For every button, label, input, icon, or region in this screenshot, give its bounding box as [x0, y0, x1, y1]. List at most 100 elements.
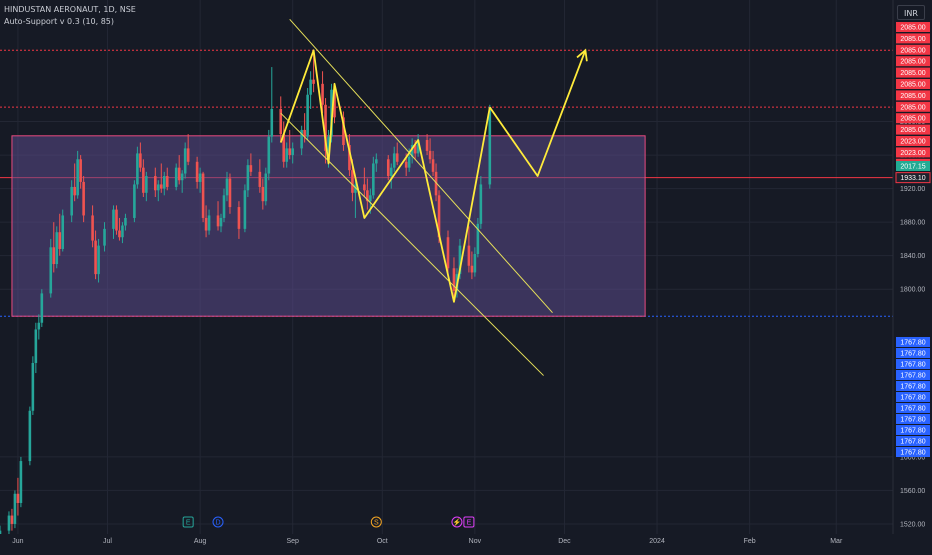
news-marker[interactable]: ⚡ [451, 516, 463, 528]
candle [282, 121, 286, 168]
candle-body [264, 173, 268, 202]
support-price-label[interactable]: 1767.80 [896, 392, 930, 402]
current-price-label[interactable]: 2017.15 [896, 161, 930, 171]
candle-body [159, 184, 163, 189]
candle-body [183, 148, 187, 174]
candle-body [70, 186, 73, 216]
earnings-marker[interactable]: E [182, 516, 194, 528]
candle-body [115, 209, 118, 231]
time-axis[interactable]: Jun Jul Aug Sep Oct Nov Dec 2024 Feb Mar [0, 534, 932, 550]
dividend-marker[interactable]: D [212, 516, 224, 528]
candle-body [363, 184, 366, 191]
candle-body [219, 217, 223, 227]
price-badge-text: 1767.80 [900, 439, 925, 446]
candle [476, 217, 480, 258]
resistance-price-label[interactable]: 2085.00 [896, 56, 930, 67]
price-badge-text: 2085.00 [900, 59, 925, 66]
resistance-price-label[interactable]: 2085.00 [896, 113, 930, 124]
resistance-price-label[interactable]: 2023.00 [896, 147, 930, 158]
candle-body [303, 129, 306, 137]
earnings-marker[interactable]: E [463, 516, 475, 528]
support-price-label[interactable]: 1767.80 [896, 370, 930, 380]
support-price-label[interactable]: 1767.80 [896, 359, 930, 369]
price-badge-text: 1767.80 [900, 406, 925, 413]
resistance-price-label[interactable]: 2085.00 [896, 44, 930, 55]
candle [19, 456, 23, 508]
candle [115, 205, 118, 235]
candle-body [488, 107, 492, 185]
trend-drawings [279, 18, 588, 376]
support-price-label[interactable]: 1767.80 [896, 348, 930, 358]
time-axis-label: 2024 [649, 538, 665, 545]
candle-body [174, 167, 178, 187]
candle [312, 50, 315, 93]
candle [76, 150, 79, 199]
price-axis[interactable]: 2000.001960.001920.001880.001840.001800.… [892, 0, 931, 550]
currency-button[interactable]: INR [897, 5, 925, 20]
resistance-price-label[interactable]: 2085.00 [896, 79, 930, 89]
candle-body [52, 247, 56, 265]
resistance-price-label[interactable]: 2085.00 [896, 33, 930, 44]
candle [285, 142, 289, 168]
indicator-title[interactable]: Auto-Support v 0.3 (10, 85) [4, 17, 115, 26]
resistance-price-label[interactable]: 2023.00 [896, 136, 930, 146]
event-markers[interactable]: E D S ⚡ E [182, 516, 475, 528]
candle-body [40, 293, 44, 323]
candle [142, 159, 145, 198]
price-badge-text: 1767.80 [900, 373, 925, 380]
candle [375, 153, 378, 172]
resistance-price-label[interactable]: 2085.00 [896, 124, 930, 135]
candle-body [321, 83, 324, 105]
candle [154, 167, 157, 198]
candle [162, 171, 166, 196]
candle-body [7, 515, 11, 531]
candle-body [13, 493, 17, 524]
marker-shape [451, 516, 463, 528]
candle [91, 205, 94, 248]
candle [488, 104, 492, 189]
candle-body [425, 139, 429, 151]
candle [204, 205, 208, 238]
candle [70, 180, 73, 223]
price-badge-text: 1767.80 [900, 395, 925, 402]
candle [249, 153, 253, 177]
time-axis-label: Jun [12, 538, 23, 545]
split-marker[interactable]: S [370, 516, 382, 528]
candle [261, 178, 265, 210]
candle-body [28, 410, 32, 462]
marker-label: E [186, 520, 191, 527]
projection-arrow-head [576, 48, 588, 62]
resistance-price-label[interactable]: 2085.00 [896, 90, 930, 101]
support-price-label[interactable]: 1767.80 [896, 403, 930, 413]
price-badge-bg [896, 113, 930, 124]
candle [145, 171, 148, 202]
time-axis-label: Dec [558, 538, 571, 545]
price-badge-bg [896, 425, 930, 435]
support-price-label[interactable]: 1767.80 [896, 425, 930, 435]
price-badge-bg [896, 381, 930, 391]
candle [228, 173, 232, 214]
midline-price-label[interactable]: 1933.10 [895, 172, 931, 184]
candle-body [94, 240, 97, 275]
candle [243, 184, 247, 233]
support-price-label[interactable]: 1767.80 [896, 447, 930, 457]
resistance-price-label[interactable]: 2085.00 [896, 22, 930, 32]
candle-body [372, 163, 375, 196]
resistance-price-label[interactable]: 2085.00 [896, 67, 930, 78]
candle [473, 247, 477, 277]
candle [82, 176, 85, 223]
support-price-label[interactable]: 1767.80 [896, 414, 930, 424]
support-price-label[interactable]: 1767.80 [896, 381, 930, 391]
support-price-label[interactable]: 1767.80 [896, 337, 930, 347]
candle-body [410, 145, 414, 157]
candle [34, 322, 38, 374]
resistance-price-label[interactable]: 2085.00 [896, 101, 930, 112]
candle [354, 176, 357, 218]
support-price-label[interactable]: 1767.80 [896, 436, 930, 446]
price-badge-text: 1767.80 [900, 362, 925, 369]
candle [201, 171, 205, 223]
candle [97, 238, 100, 283]
candle-body [31, 362, 35, 411]
